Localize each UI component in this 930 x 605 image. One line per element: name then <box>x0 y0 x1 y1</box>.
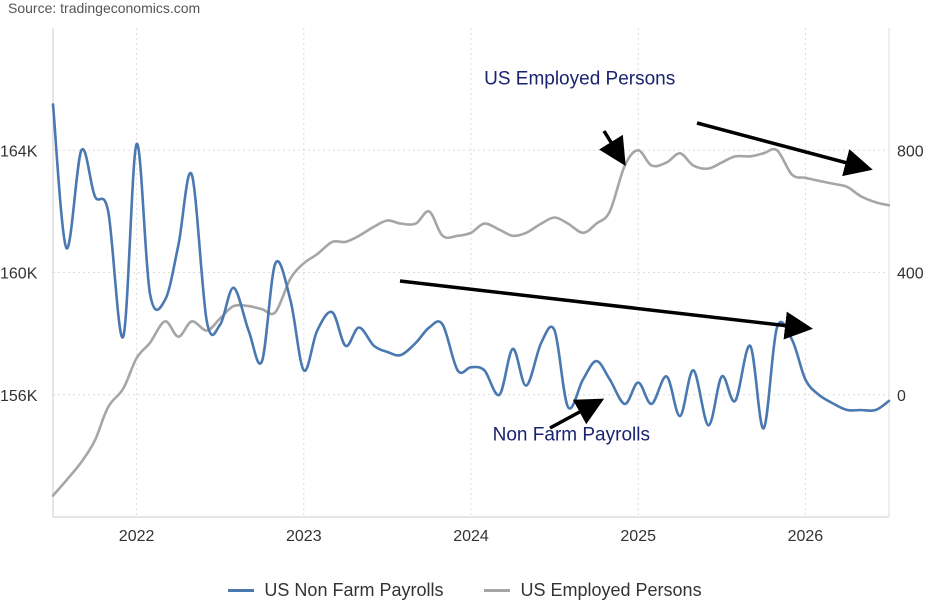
legend-swatch-employed <box>484 589 511 592</box>
legend: US Non Farm Payrolls US Employed Persons <box>0 576 930 601</box>
x-tick-label: 2024 <box>453 528 489 545</box>
arrow-to-non-farm-payrolls <box>549 398 605 430</box>
left-tick-label: 156K <box>0 388 38 405</box>
x-tick-label: 2022 <box>119 528 155 545</box>
legend-label-nfp: US Non Farm Payrolls <box>264 580 444 600</box>
series <box>51 103 891 497</box>
arrow-to-employed-persons <box>599 130 626 166</box>
left-tick-label: 160K <box>0 266 38 283</box>
grid <box>53 28 889 517</box>
annotations: US Employed Persons Non Farm Payrolls <box>399 69 873 446</box>
axes: 2022 2023 2024 2025 2026 164K 160K 156K 800 400 0 <box>0 28 924 545</box>
legend-label-employed: US Employed Persons <box>520 580 702 600</box>
x-tick-label: 2026 <box>788 528 824 545</box>
annotation-non-farm-payrolls: Non Farm Payrolls <box>493 425 650 446</box>
x-tick-label: 2023 <box>286 528 322 545</box>
series-line-nfp <box>51 103 891 430</box>
legend-item-employed[interactable]: US Employed Persons <box>484 580 702 601</box>
legend-swatch-nfp <box>228 589 255 592</box>
arrow-employed-trend <box>696 121 873 177</box>
x-tick-label: 2025 <box>620 528 656 545</box>
right-tick-label: 400 <box>897 266 924 283</box>
right-tick-label: 0 <box>897 388 906 405</box>
annotation-employed-persons: US Employed Persons <box>484 69 675 90</box>
arrow-payrolls-trend <box>399 279 813 340</box>
source-label: Source: tradingeconomics.com <box>8 0 201 16</box>
series-line-employed <box>51 147 891 497</box>
right-tick-label: 800 <box>897 143 924 160</box>
left-tick-label: 164K <box>0 143 38 160</box>
legend-item-nfp[interactable]: US Non Farm Payrolls <box>228 580 443 601</box>
